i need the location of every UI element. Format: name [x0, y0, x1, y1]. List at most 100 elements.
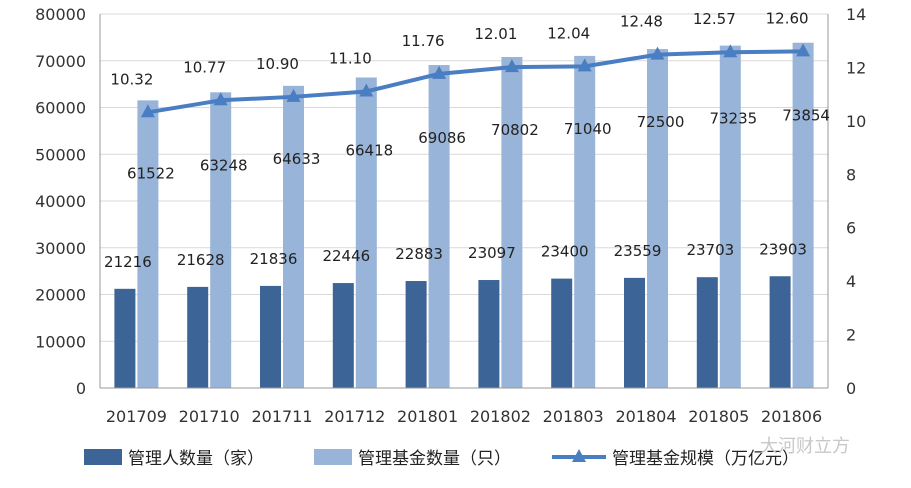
- label-funds: 64633: [273, 150, 321, 168]
- bars: [114, 42, 814, 389]
- right-tick-label: 2: [846, 326, 856, 345]
- label-scale: 12.01: [474, 25, 517, 43]
- label-managers: 23703: [686, 241, 734, 259]
- label-funds: 66418: [345, 141, 393, 159]
- label-funds: 71040: [564, 120, 612, 138]
- left-tick-label: 50000: [35, 145, 86, 164]
- line-marker: [504, 59, 519, 73]
- x-tick-label: 201806: [761, 407, 822, 426]
- label-funds: 61522: [127, 164, 175, 182]
- label-scale: 12.60: [766, 9, 809, 27]
- right-tick-label: 6: [846, 219, 856, 238]
- bar-funds: [719, 45, 741, 388]
- axes: 0 10000 20000 30000 40000 50000 60000 70000 8000…: [35, 5, 866, 426]
- legend-label-funds: 管理基金数量（只）: [358, 449, 511, 469]
- label-managers: 23903: [759, 240, 807, 258]
- bar-funds: [647, 49, 668, 388]
- line-marker: [723, 44, 738, 58]
- x-tick-label: 201802: [470, 407, 531, 426]
- x-tick-label: 201710: [179, 407, 240, 426]
- right-tick-label: 4: [846, 272, 856, 291]
- left-tick-label: 10000: [35, 332, 86, 351]
- bar-managers: [551, 278, 573, 388]
- data-labels: 21216 61522 21628 63248 21836 64633 22446 66418…: [104, 9, 830, 270]
- line-marker: [796, 43, 811, 57]
- label-scale: 11.76: [402, 32, 445, 50]
- label-funds: 63248: [200, 156, 248, 174]
- right-tick-label: 8: [846, 165, 856, 184]
- label-scale: 10.77: [183, 58, 226, 76]
- legend-swatch-funds: [314, 449, 352, 465]
- label-funds: 69086: [418, 129, 466, 147]
- line-marker: [140, 104, 155, 118]
- bar-funds: [283, 85, 304, 388]
- bar-managers: [332, 283, 354, 388]
- label-scale: 12.04: [547, 24, 590, 42]
- label-funds: 72500: [637, 113, 685, 131]
- bar-managers: [114, 288, 136, 388]
- bar-managers: [260, 285, 281, 388]
- label-managers: 22446: [322, 247, 370, 265]
- label-scale: 10.90: [256, 55, 299, 73]
- x-tick-label: 201805: [688, 407, 749, 426]
- line-marker: [432, 65, 447, 79]
- line-marker: [213, 92, 228, 106]
- bar-managers: [405, 281, 427, 388]
- left-tick-label: 20000: [35, 286, 86, 305]
- x-tick-label: 201709: [106, 407, 167, 426]
- bar-funds: [210, 92, 232, 388]
- bar-funds: [501, 57, 523, 389]
- legend: 管理人数量（家） 管理基金数量（只） 管理基金规模（万亿元）: [84, 449, 799, 469]
- legend-label-scale: 管理基金规模（万亿元）: [612, 449, 799, 469]
- left-tick-label: 60000: [35, 99, 86, 118]
- line-scale: [147, 49, 804, 115]
- x-tick-label: 201803: [543, 407, 604, 426]
- label-funds: 73235: [709, 110, 757, 128]
- label-managers: 21216: [104, 253, 152, 271]
- right-tick-label: 14: [846, 5, 866, 24]
- right-tick-label: 0: [846, 379, 856, 398]
- left-tick-label: 80000: [35, 5, 86, 24]
- line-marker: [359, 83, 374, 97]
- x-tick-label: 201711: [251, 407, 312, 426]
- bar-managers: [769, 276, 791, 388]
- label-scale: 12.57: [693, 10, 736, 28]
- bar-managers: [696, 277, 718, 388]
- line-marker: [286, 88, 301, 102]
- left-tick-label: 70000: [35, 52, 86, 71]
- watermark: 大河财立方: [760, 436, 850, 457]
- label-managers: 21836: [250, 250, 298, 268]
- label-scale: 12.48: [620, 13, 663, 31]
- bar-funds: [574, 55, 596, 388]
- bar-managers: [187, 286, 209, 388]
- x-tick-label: 201801: [397, 407, 458, 426]
- label-scale: 11.10: [329, 49, 372, 67]
- x-tick-label: 201712: [324, 407, 385, 426]
- legend-marker-scale: [572, 449, 586, 462]
- label-scale: 10.32: [110, 70, 153, 88]
- bar-funds: [355, 77, 377, 388]
- bar-funds: [792, 42, 814, 389]
- label-managers: 23559: [614, 242, 662, 260]
- x-tick-label: 201804: [615, 407, 676, 426]
- label-funds: 70802: [491, 121, 539, 139]
- right-tick-label: 12: [846, 58, 866, 77]
- line-series: [140, 43, 811, 118]
- label-managers: 23400: [541, 243, 589, 261]
- bar-funds: [428, 65, 450, 388]
- right-tick-label: 10: [846, 112, 866, 131]
- bar-managers: [624, 277, 645, 388]
- line-marker: [650, 46, 665, 60]
- bar-funds: [137, 100, 159, 389]
- left-tick-label: 0: [76, 379, 86, 398]
- line-marker: [577, 58, 592, 72]
- label-funds: 73854: [782, 107, 830, 125]
- legend-label-managers: 管理人数量（家）: [128, 449, 264, 469]
- label-managers: 22883: [395, 245, 443, 263]
- label-managers: 23097: [468, 244, 516, 262]
- left-tick-label: 40000: [35, 192, 86, 211]
- label-managers: 21628: [177, 251, 225, 269]
- legend-swatch-managers: [84, 449, 122, 465]
- bar-managers: [478, 280, 500, 388]
